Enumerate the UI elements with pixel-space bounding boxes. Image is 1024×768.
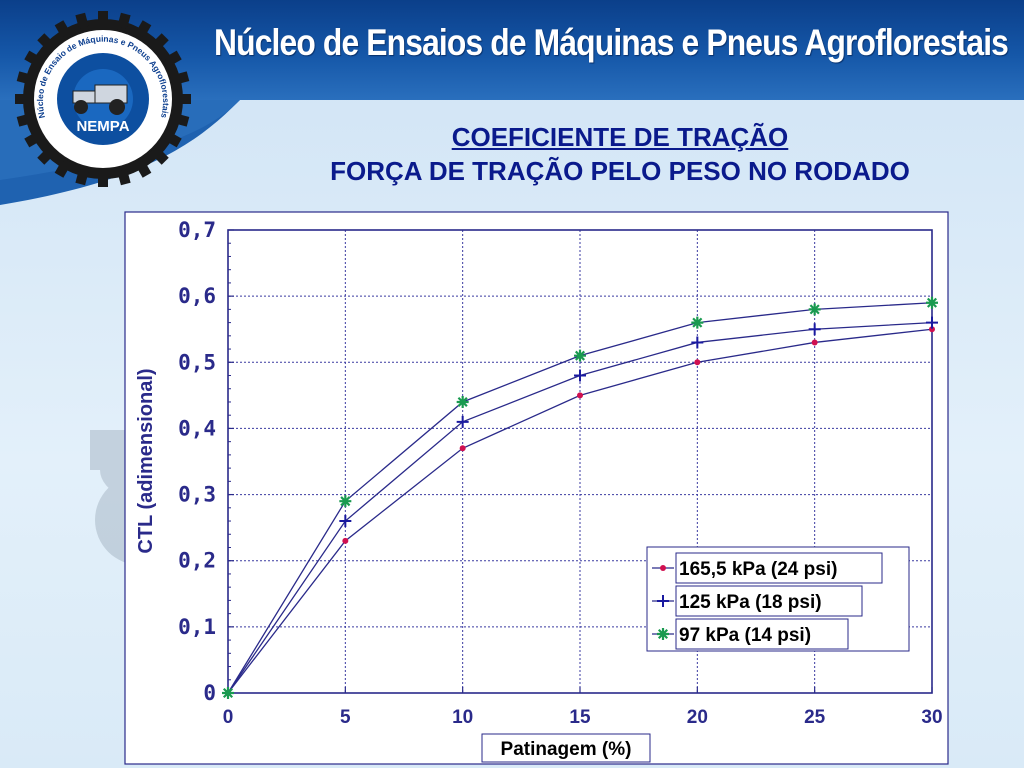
chart-series	[222, 296, 938, 699]
data-point	[691, 336, 704, 349]
legend-entry: 125 kPa (18 psi)	[652, 585, 863, 617]
logo-text: NEMPA	[76, 118, 129, 135]
data-point	[929, 326, 935, 333]
y-tick-label: 0,2	[178, 549, 216, 573]
data-point	[691, 316, 704, 329]
data-point	[339, 515, 352, 528]
y-tick-label: 0,7	[178, 218, 216, 242]
legend-label: 165,5 kPa (24 psi)	[679, 559, 837, 580]
legend-label-box	[675, 618, 849, 650]
slide-title-line2: FORÇA DE TRAÇÃO PELO PESO NO RODADO	[330, 156, 910, 186]
x-tick-label: 20	[687, 707, 708, 728]
y-tick-label: 0,3	[178, 483, 216, 507]
header-title: Núcleo de Ensaios de Máquinas e Pneus Ag…	[214, 22, 1009, 63]
legend-label-box	[675, 585, 863, 617]
legend-entry: 97 kPa (14 psi)	[652, 618, 849, 650]
y-axis-ticks: 0 0,1 0,2 0,3 0,4 0,5 0,6 0,7	[178, 218, 234, 705]
data-point	[222, 687, 234, 699]
x-tick-label: 5	[340, 707, 351, 728]
data-point	[926, 296, 938, 309]
data-point	[459, 445, 466, 452]
legend-label-box	[675, 552, 883, 584]
y-tick-label: 0,6	[178, 284, 216, 308]
y-tick-label: 0	[203, 681, 216, 705]
chart-frame	[124, 211, 949, 765]
x-axis-ticks: 0 5 10 15 20 25 30	[223, 687, 943, 728]
chart-legend: 165,5 kPa (24 psi) 125 kPa (18 psi) 97 kPa…	[646, 546, 910, 652]
slide-title-line1: COEFICIENTE DE TRAÇÃO	[451, 122, 789, 152]
data-point	[926, 316, 938, 329]
x-tick-label: 15	[569, 707, 591, 728]
legend-label: 97 kPa (14 psi)	[679, 625, 811, 646]
x-axis-label: Patinagem (%)	[501, 739, 632, 760]
nempa-logo: NEMPA Núcleo de Ensaio de Máquinas e Pne…	[15, 11, 191, 187]
x-tick-label: 10	[452, 707, 473, 728]
x-axis-label-box: Patinagem (%)	[481, 733, 651, 763]
x-tick-label: 0	[223, 707, 234, 728]
y-tick-label: 0,1	[178, 615, 216, 639]
legend-label: 125 kPa (18 psi)	[679, 592, 822, 613]
data-point	[694, 359, 701, 366]
y-axis-label: CTL (adimensional)	[135, 368, 157, 553]
data-point	[456, 395, 469, 408]
data-point	[577, 392, 583, 399]
y-tick-label: 0,4	[178, 416, 216, 440]
x-tick-label: 25	[804, 707, 826, 728]
data-point	[574, 349, 586, 362]
data-point	[808, 323, 821, 336]
data-point	[808, 303, 821, 316]
data-point	[342, 537, 349, 544]
data-point	[657, 628, 669, 640]
data-point	[657, 595, 669, 607]
x-tick-label: 30	[921, 707, 942, 728]
tractor-icon	[72, 84, 128, 115]
series-star	[222, 296, 938, 699]
slide-title: COEFICIENTE DE TRAÇÃO FORÇA DE TRAÇÃO PE…	[230, 120, 1010, 188]
data-point	[811, 339, 818, 346]
legend-entry: 165,5 kPa (24 psi)	[652, 552, 883, 584]
data-point	[660, 565, 666, 571]
data-point	[574, 369, 586, 382]
y-tick-label: 0,5	[178, 350, 216, 374]
data-point	[339, 495, 352, 508]
data-point	[456, 415, 469, 428]
